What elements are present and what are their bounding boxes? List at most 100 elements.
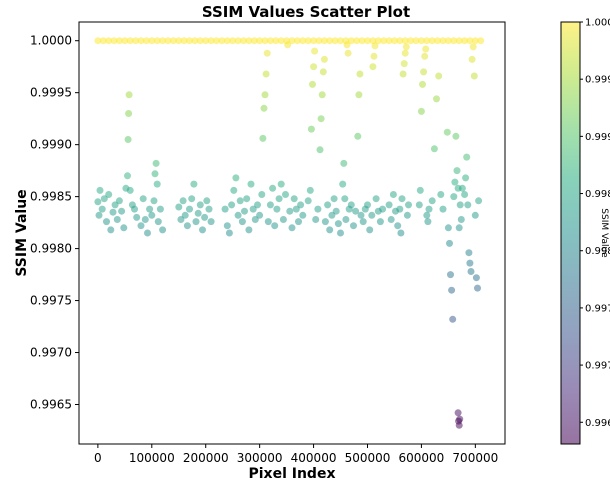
scatter-point [339,180,347,188]
scatter-point [261,91,269,99]
scatter-point [203,197,211,205]
scatter-point [277,180,285,188]
scatter-point [455,37,463,45]
scatter-point [251,216,259,223]
scatter-point [435,72,443,80]
scatter-point [424,218,432,226]
scatter-point [318,91,326,99]
scatter-point [115,37,123,45]
scatter-point [277,37,285,45]
colorbar-tick-label: 0.9970 [585,361,610,372]
scatter-point [150,197,158,205]
scatter-point [310,63,318,71]
scatter-point [126,186,134,194]
scatter-point [190,180,198,188]
scatter-point [137,37,145,45]
scatter-point [94,198,102,206]
scatter-point [347,37,355,45]
scatter-point [180,37,188,45]
scatter-point [254,201,261,209]
scatter-point [376,218,384,226]
scatter-point [387,216,395,223]
scatter-point [259,134,267,142]
scatter-point [272,37,280,45]
scatter-point [412,37,420,45]
scatter-point [263,49,271,57]
scatter-point [389,191,397,198]
scatter-point [181,211,189,219]
scatter-point [292,205,300,213]
scatter-point [146,205,154,213]
scatter-point [477,37,485,45]
scatter-point [453,167,461,175]
scatter-point [229,37,237,45]
scatter-point [337,37,344,45]
scatter-points [94,37,485,429]
colorbar-tick-label: 0.9975 [585,303,610,314]
scatter-point [249,205,257,213]
scatter-point [448,286,456,294]
scatter-point [153,180,161,188]
scatter-point [286,207,294,215]
scatter-point [199,226,206,234]
scatter-point [201,213,209,221]
scatter-point [304,37,312,45]
scatter-point [326,37,334,45]
scatter-point [309,80,316,88]
scatter-point [405,201,412,209]
scatter-point [394,222,402,230]
scatter-point [402,43,410,51]
scatter-point [430,145,438,153]
colorbar-label: SSIM Value [599,208,609,258]
scatter-point [221,205,229,213]
scatter-point [105,37,113,45]
scatter-point [374,37,382,45]
scatter-point [131,205,138,213]
scatter-point [205,205,213,213]
scatter-point [400,60,408,68]
scatter-point [159,37,167,45]
colorbar-tick-label: 0.9985 [585,189,610,200]
scatter-point [439,205,447,213]
scatter-point [207,218,215,226]
y-tick-label: 0.9985 [30,190,72,204]
scatter-point [416,186,424,194]
scatter-point [391,37,398,45]
scatter-point [467,268,475,275]
plot-frame [78,21,506,445]
scatter-point [241,207,248,215]
scatter-point [299,211,307,219]
scatter-point [144,229,151,237]
scatter-point [369,63,377,71]
scatter-point [470,72,478,80]
scatter-point [320,55,328,63]
scatter-point [317,115,325,123]
scatter-point [341,195,349,203]
scatter-point [99,37,107,45]
scatter-point [293,37,301,45]
scatter-point [125,91,133,99]
scatter-point [451,178,459,186]
x-tick-label: 300000 [237,451,283,465]
scatter-point [183,222,191,230]
x-tick-label: 100000 [129,451,175,465]
x-axis-label: Pixel Index [249,466,336,482]
scatter-point [186,37,193,45]
y-tick-label: 0.9995 [30,86,72,100]
scatter-point [330,195,338,203]
scatter-point [175,203,183,211]
scatter-point [148,37,156,45]
scatter-point [126,37,134,45]
scatter-point [223,37,231,45]
scatter-point [103,218,110,226]
scatter-point [455,224,463,232]
scatter-point [225,229,233,237]
scatter-point [223,222,231,230]
scatter-point [471,211,479,219]
scatter-point [462,174,470,182]
scatter-point [368,211,376,219]
scatter-point [456,415,464,423]
scatter-point [342,216,350,223]
scatter-point [337,229,344,237]
